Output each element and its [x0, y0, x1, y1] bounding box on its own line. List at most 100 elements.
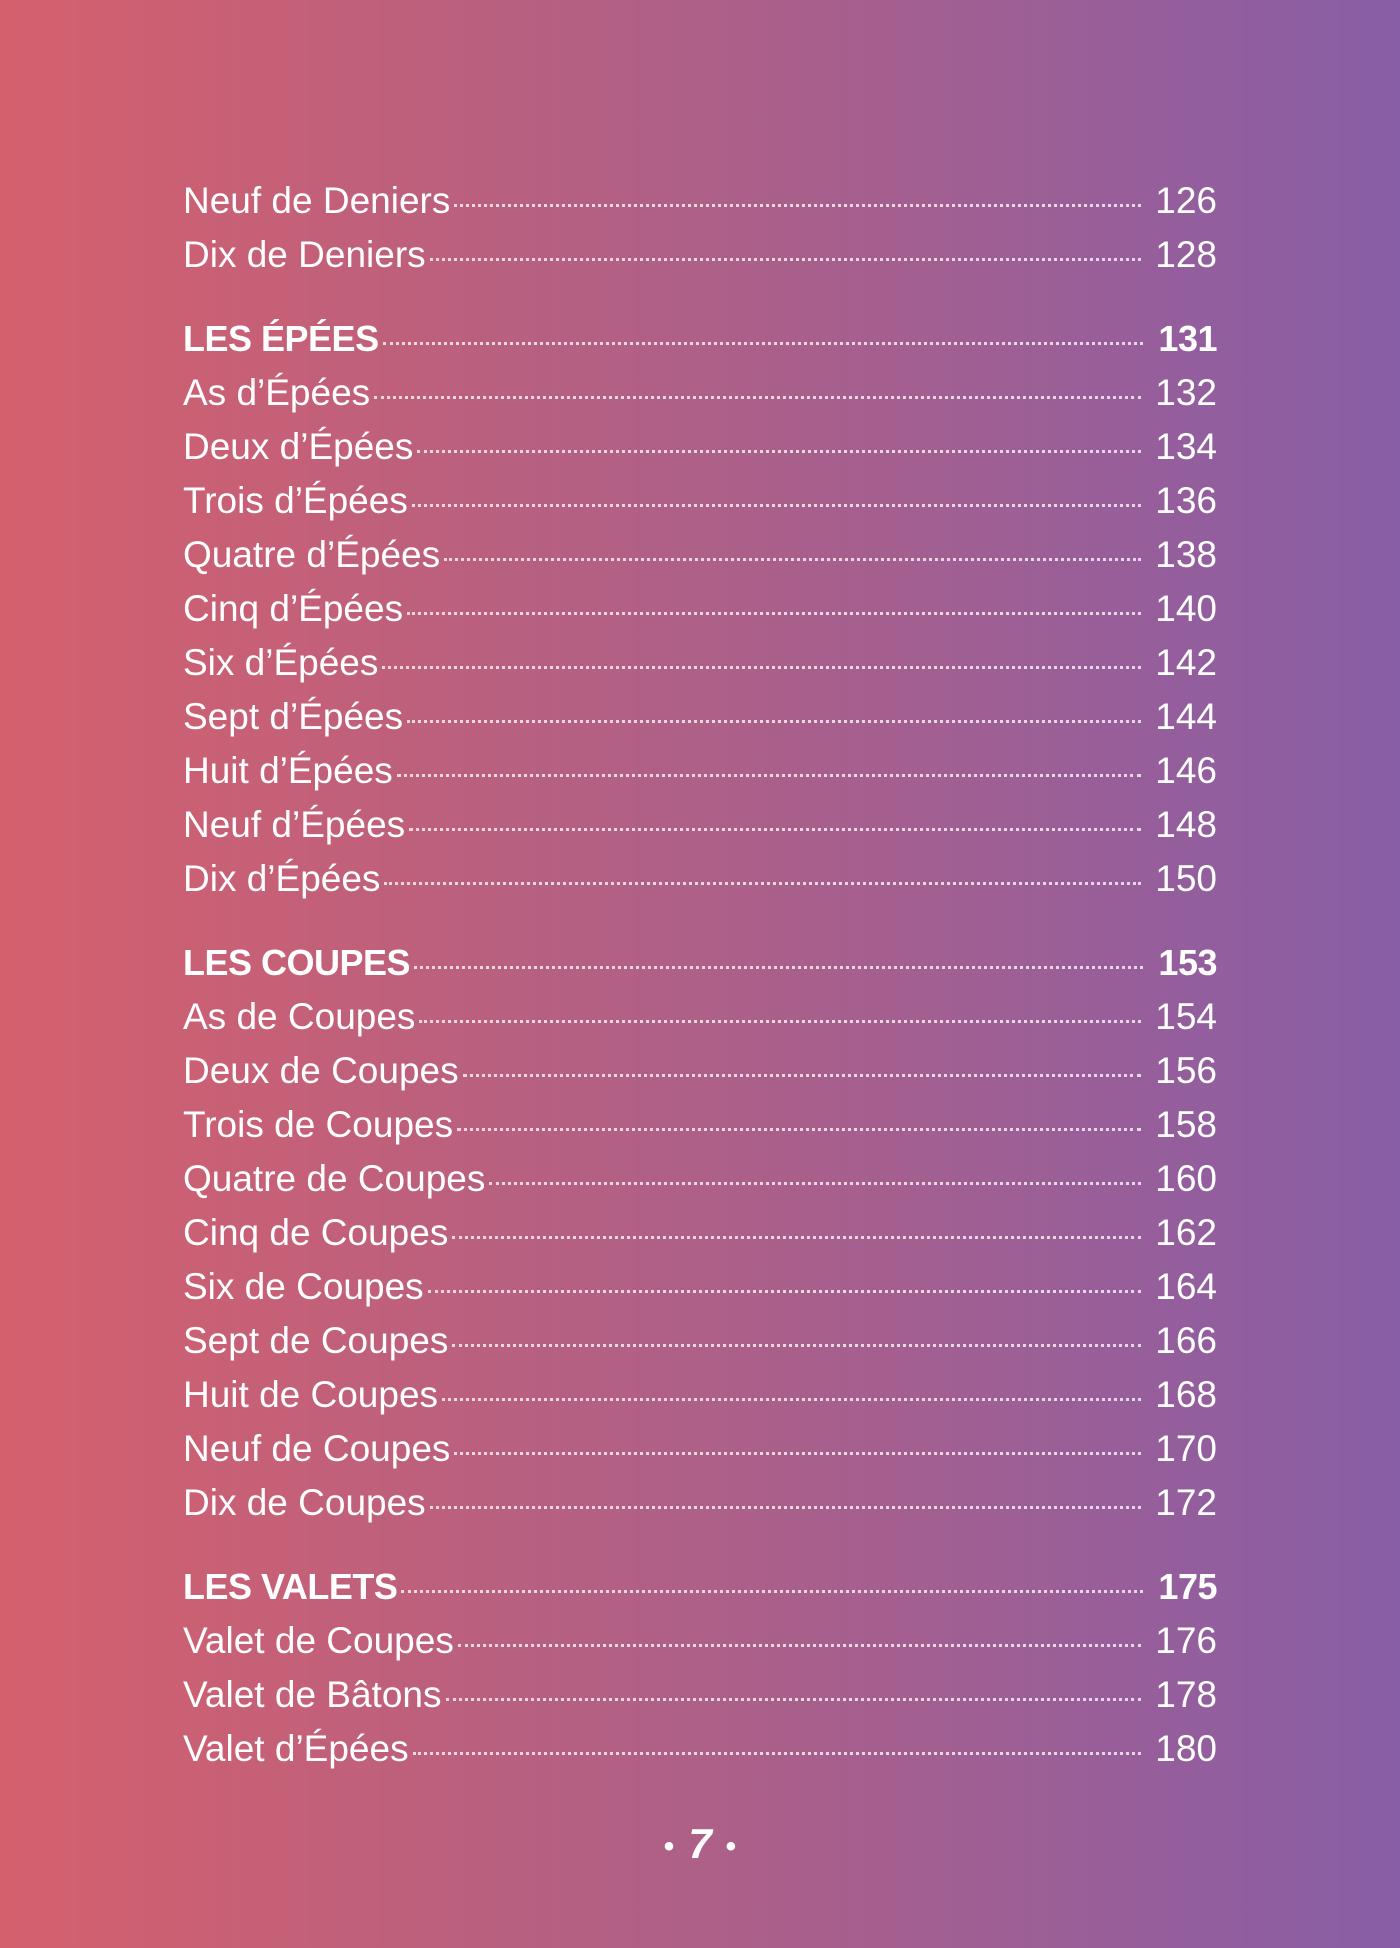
section: LES VALETS 175 Valet de Coupes 176 Valet de … [183, 1566, 1218, 1782]
dot-leader [457, 1644, 1142, 1647]
page-number: 166 [1155, 1320, 1217, 1361]
page-number: 131 [1158, 318, 1217, 359]
toc-entry: Valet d’Épées 180 [183, 1728, 1217, 1782]
section-heading-row: LES COUPES 153 [183, 942, 1218, 996]
entry-title: Valet d’Épées [183, 1728, 409, 1769]
page-number: 176 [1155, 1620, 1217, 1661]
dot-leader [442, 1398, 1142, 1401]
entry-title: Neuf de Deniers [183, 180, 451, 221]
dot-leader [454, 1452, 1142, 1455]
dot-leader [462, 1074, 1142, 1077]
entry-title: Neuf d’Épées [183, 804, 406, 845]
page-number: 154 [1155, 996, 1217, 1037]
toc-entry: Cinq de Coupes 162 [183, 1212, 1217, 1266]
dot-leader [452, 1236, 1142, 1239]
toc-entry: Deux d’Épées 134 [183, 426, 1217, 480]
entry-title: Sept d’Épées [183, 696, 404, 737]
page-number: 150 [1155, 858, 1217, 899]
bullet: • [725, 1829, 737, 1863]
dot-leader [407, 612, 1142, 615]
dot-leader [374, 396, 1142, 399]
page-number: 170 [1155, 1428, 1217, 1469]
page-number: 175 [1158, 1566, 1217, 1607]
section-heading-row: LES VALETS 175 [183, 1566, 1218, 1620]
toc-entry: Valet de Bâtons 178 [183, 1674, 1217, 1728]
entry-group: Neuf de Deniers 126 Dix de Deniers 128 [183, 180, 1217, 288]
toc-entry: Huit de Coupes 168 [183, 1374, 1217, 1428]
bullet: • [663, 1829, 675, 1863]
entry-title: Cinq d’Épées [183, 588, 404, 629]
page-number: 134 [1155, 426, 1217, 467]
toc-entry: Trois de Coupes 158 [183, 1104, 1217, 1158]
dot-leader [396, 774, 1142, 777]
entry-title: Quatre d’Épées [183, 534, 441, 575]
dot-leader [427, 1290, 1142, 1293]
page-number: 138 [1155, 534, 1217, 575]
toc-entry: Valet de Coupes 176 [183, 1620, 1217, 1674]
toc-entry: Six d’Épées 142 [183, 642, 1217, 696]
page-number: 146 [1155, 750, 1217, 791]
page-number: 144 [1155, 696, 1217, 737]
page-number: 158 [1155, 1104, 1217, 1145]
entry-title: Trois de Coupes [183, 1104, 454, 1145]
dot-leader [419, 1020, 1142, 1023]
page-number: 132 [1155, 372, 1217, 413]
toc-entry: As d’Épées 132 [183, 372, 1217, 426]
entry-title: Huit d’Épées [183, 750, 393, 791]
page-number: 142 [1155, 642, 1217, 683]
page-number: 164 [1155, 1266, 1217, 1307]
toc-entry: Sept d’Épées 144 [183, 696, 1217, 750]
dot-leader [382, 666, 1142, 669]
dot-leader [444, 558, 1142, 561]
toc-entry: Cinq d’Épées 140 [183, 588, 1217, 642]
entry-title: Six de Coupes [183, 1266, 424, 1307]
section: LES ÉPÉES 131 As d’Épées 132 Deux d’Épées 134… [183, 318, 1218, 912]
toc-entry: Sept de Coupes 166 [183, 1320, 1217, 1374]
entry-title: Neuf de Coupes [183, 1428, 451, 1469]
toc-entry: Huit d’Épées 146 [183, 750, 1217, 804]
entry-title: Sept de Coupes [183, 1320, 449, 1361]
section-heading: LES ÉPÉES [183, 318, 379, 359]
table-of-contents: Neuf de Deniers 126 Dix de Deniers 128 LES É… [183, 180, 1218, 1782]
dot-leader [409, 828, 1142, 831]
page-number: 153 [1158, 942, 1217, 983]
toc-entry: Six de Coupes 164 [183, 1266, 1217, 1320]
toc-entry: Trois d’Épées 136 [183, 480, 1217, 534]
entry-title: Deux de Coupes [183, 1050, 459, 1091]
dot-leader [384, 882, 1142, 885]
section: LES COUPES 153 As de Coupes 154 Deux de Coup… [183, 942, 1218, 1536]
page-number: 178 [1155, 1674, 1217, 1715]
entry-title: Trois d’Épées [183, 480, 408, 521]
section-heading: LES VALETS [183, 1566, 398, 1607]
entry-title: Valet de Coupes [183, 1620, 454, 1661]
dot-leader [445, 1698, 1142, 1701]
toc-entry: As de Coupes 154 [183, 996, 1217, 1050]
dot-leader [454, 204, 1142, 207]
dot-leader [457, 1128, 1142, 1131]
dot-leader [412, 1752, 1142, 1755]
entry-title: Quatre de Coupes [183, 1158, 486, 1199]
toc-entry: Dix de Deniers 128 [183, 234, 1217, 288]
page-number: 160 [1155, 1158, 1217, 1199]
dot-leader [429, 1506, 1142, 1509]
toc-entry: Quatre de Coupes 160 [183, 1158, 1217, 1212]
toc-entry: Quatre d’Épées 138 [183, 534, 1217, 588]
page-number: 148 [1155, 804, 1217, 845]
dot-leader [417, 450, 1142, 453]
dot-leader [382, 342, 1143, 345]
toc-entry: Deux de Coupes 156 [183, 1050, 1217, 1104]
page-number: 168 [1155, 1374, 1217, 1415]
footer: • 7 • [0, 1820, 1400, 1868]
dot-leader [414, 966, 1143, 969]
dot-leader [411, 504, 1142, 507]
entry-title: Six d’Épées [183, 642, 379, 683]
toc-entry: Neuf de Deniers 126 [183, 180, 1217, 234]
page-number: 7 [688, 1820, 712, 1867]
dot-leader [401, 1590, 1143, 1593]
page-number: 128 [1155, 234, 1217, 275]
dot-leader [407, 720, 1142, 723]
page-number: 156 [1155, 1050, 1217, 1091]
toc-entry: Neuf de Coupes 170 [183, 1428, 1217, 1482]
entry-title: Dix d’Épées [183, 858, 381, 899]
